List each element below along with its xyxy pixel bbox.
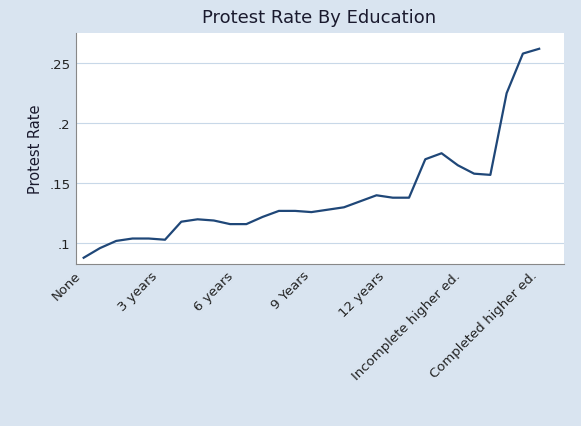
Title: Protest Rate By Education: Protest Rate By Education: [203, 9, 436, 27]
Y-axis label: Protest Rate: Protest Rate: [28, 104, 42, 194]
